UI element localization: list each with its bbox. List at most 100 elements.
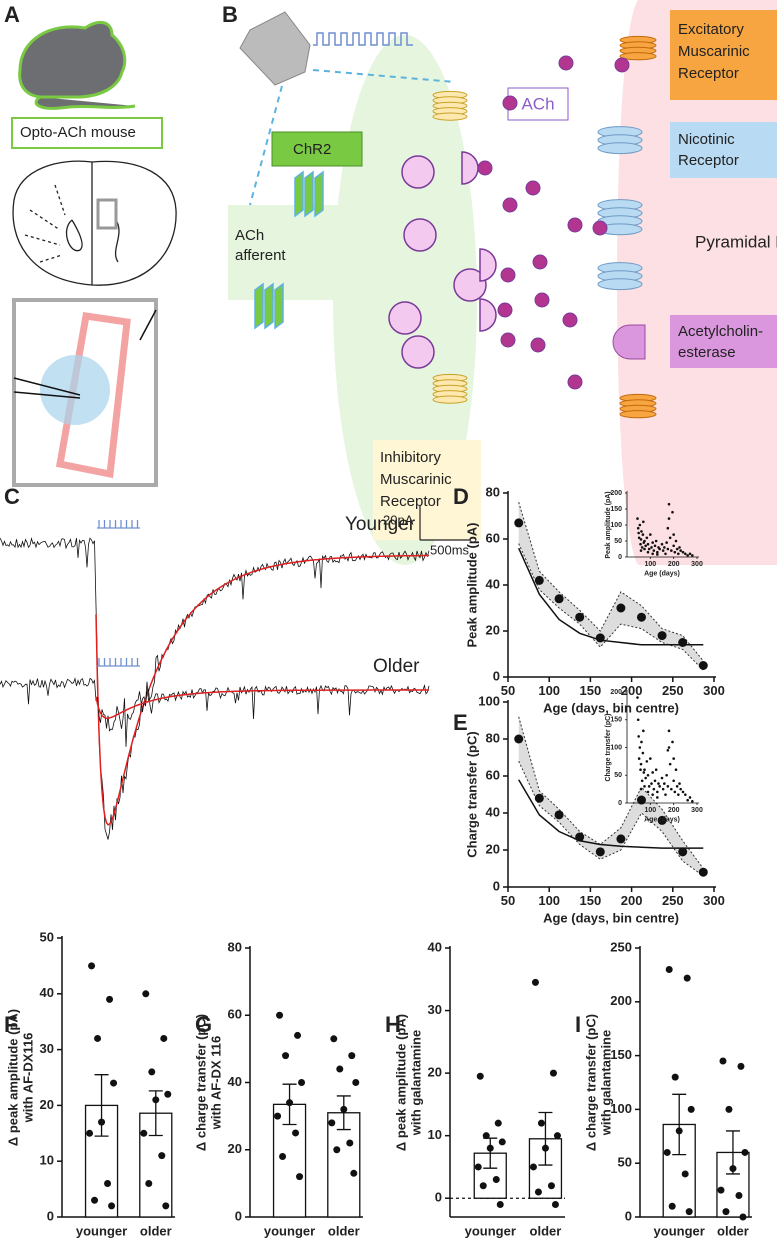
data-point — [636, 612, 646, 622]
nicotinic-label: Nicotinic — [678, 131, 735, 148]
data-point — [534, 793, 544, 803]
data-point — [667, 502, 671, 506]
x-tick-label: 250 — [662, 893, 684, 908]
y-tick-label: 100 — [478, 693, 500, 708]
data-point — [679, 787, 682, 791]
synapse-elements — [388, 35, 657, 419]
data-point — [661, 787, 665, 791]
data-point — [94, 1034, 102, 1042]
data-point — [666, 526, 670, 530]
x-tick-label: 300 — [691, 561, 703, 568]
x-tick-label: 200 — [621, 683, 643, 698]
y-tick-label: 40 — [428, 939, 442, 954]
esterase-label: esterase — [678, 344, 736, 361]
data-point — [681, 790, 685, 794]
y-tick-label: 40 — [486, 576, 500, 591]
data-point — [104, 1180, 112, 1188]
data-point — [658, 547, 661, 551]
data-point — [688, 552, 692, 556]
confidence-band — [518, 502, 704, 671]
data-point — [644, 544, 647, 548]
x-axis-label: Age (days, bin centre) — [543, 701, 679, 716]
confidence-band — [518, 716, 704, 876]
data-point — [666, 785, 670, 788]
data-point — [678, 546, 681, 549]
x-tick-label: older — [530, 1223, 562, 1238]
esterase — [612, 324, 646, 360]
data-point — [661, 549, 665, 552]
data-point — [653, 544, 657, 548]
y-axis-label: with AF-DX 116 — [208, 1036, 223, 1130]
y-tick-label: 200 — [610, 993, 632, 1008]
data-point — [474, 1163, 482, 1171]
y-tick-label: 0 — [235, 1208, 242, 1223]
data-point — [276, 1011, 284, 1019]
data-point — [678, 782, 681, 785]
data-point — [651, 793, 654, 796]
data-point — [616, 603, 626, 613]
data-point — [91, 1196, 99, 1204]
ach-molecule — [567, 217, 583, 233]
ach-molecule — [558, 55, 574, 71]
data-point — [639, 549, 643, 552]
data-point — [636, 526, 640, 530]
afferent-label: afferent — [235, 247, 286, 264]
data-point — [640, 530, 643, 533]
data-point — [595, 633, 605, 643]
electrodes — [13, 309, 157, 399]
data-point — [640, 779, 644, 783]
data-point — [537, 1119, 545, 1127]
data-point — [575, 612, 585, 622]
data-point — [739, 1213, 747, 1221]
y-tick-label: 40 — [486, 804, 500, 819]
y-tick-label: 20 — [486, 622, 500, 637]
light-source — [239, 11, 311, 86]
data-point — [725, 1105, 733, 1113]
data-point — [672, 779, 675, 783]
vesicle — [403, 218, 437, 252]
data-point — [719, 1057, 727, 1065]
data-point — [514, 734, 524, 744]
data-point — [675, 1127, 683, 1135]
ach-molecule — [562, 312, 578, 328]
data-point — [88, 962, 96, 970]
mouse-box — [11, 117, 163, 149]
data-point — [651, 771, 654, 774]
data-point — [741, 1148, 749, 1156]
data-point — [647, 785, 651, 788]
data-point — [638, 746, 642, 749]
y-axis-label: Peak amplitude (pA) — [464, 523, 479, 648]
data-point — [636, 696, 639, 699]
data-point — [639, 762, 643, 766]
y-tick-label: 250 — [610, 939, 632, 954]
data-point — [652, 549, 656, 552]
data-point — [647, 547, 651, 551]
y-tick-label: 30 — [40, 1041, 54, 1056]
y-tick-label: 150 — [610, 717, 622, 724]
x-tick-label: younger — [76, 1223, 127, 1238]
data-point — [145, 1180, 153, 1188]
panel-label: B — [222, 2, 238, 27]
data-point — [595, 847, 605, 857]
data-point — [496, 1200, 504, 1208]
data-point — [651, 541, 654, 544]
band-edge — [518, 502, 704, 662]
data-point — [636, 718, 640, 722]
y-tick-label: 80 — [486, 730, 500, 745]
ach-molecule — [532, 254, 548, 270]
nicotinic-receptor — [597, 142, 643, 155]
esterase-label: Acetylcholin- — [678, 323, 763, 340]
data-point — [671, 1073, 679, 1081]
data-point — [292, 1129, 300, 1137]
data-point — [649, 757, 652, 760]
vesicle — [401, 335, 435, 369]
scale-bar-label: 20pA — [383, 512, 414, 527]
data-point — [541, 1144, 549, 1152]
data-point — [636, 517, 639, 520]
ach-molecule — [500, 332, 516, 348]
data-point — [152, 1096, 160, 1104]
data-point — [547, 1182, 555, 1190]
light-path — [249, 69, 456, 206]
y-tick-label: 60 — [486, 530, 500, 545]
